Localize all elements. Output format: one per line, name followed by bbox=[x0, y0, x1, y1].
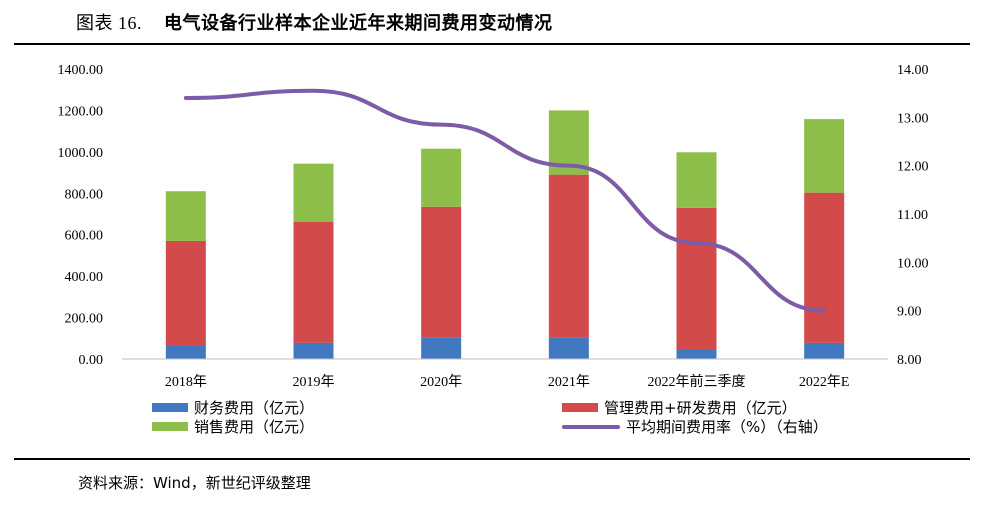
left-tick-label: 0.00 bbox=[79, 353, 104, 368]
bars bbox=[165, 110, 845, 359]
left-tick-label: 400.00 bbox=[65, 270, 104, 285]
bar-sales bbox=[293, 163, 334, 222]
bar-finance bbox=[293, 342, 334, 359]
figure-title: 图表 16. 电气设备行业样本企业近年来期间费用变动情况 bbox=[76, 9, 553, 35]
bar-sales bbox=[421, 148, 462, 207]
bar-mgmt bbox=[421, 206, 462, 338]
right-tick-label: 9.00 bbox=[897, 305, 922, 320]
x-tick-label: 2018年 bbox=[165, 374, 207, 390]
source-note: 资料来源：Wind，新世纪评级整理 bbox=[78, 474, 311, 492]
bar-finance bbox=[165, 345, 206, 359]
right-tick-label: 8.00 bbox=[897, 353, 922, 368]
left-tick-label: 200.00 bbox=[65, 312, 104, 327]
bar-mgmt bbox=[804, 192, 845, 343]
x-tick-label: 2019年 bbox=[293, 374, 335, 390]
figure-number: 图表 16. bbox=[76, 13, 142, 33]
right-tick-label: 10.00 bbox=[897, 256, 929, 271]
x-axis-ticks: 2018年 2019年 2020年 2021年 2022年前三季度 2022年E bbox=[165, 373, 850, 390]
right-tick-label: 14.00 bbox=[897, 63, 929, 78]
bar-mgmt bbox=[165, 240, 206, 346]
right-tick-label: 12.00 bbox=[897, 160, 929, 175]
bar-finance bbox=[421, 337, 462, 359]
right-tick-label: 11.00 bbox=[897, 208, 928, 223]
left-tick-label: 1400.00 bbox=[58, 63, 104, 78]
left-tick-label: 1200.00 bbox=[58, 104, 104, 119]
left-tick-label: 800.00 bbox=[65, 187, 104, 202]
bar-mgmt bbox=[293, 221, 334, 343]
right-tick-label: 13.00 bbox=[897, 111, 929, 126]
bar-mgmt bbox=[676, 207, 717, 350]
bar-finance bbox=[676, 349, 717, 359]
bar-finance bbox=[804, 342, 845, 359]
bottom-rule bbox=[14, 458, 970, 460]
x-tick-label: 2022年前三季度 bbox=[648, 373, 746, 390]
x-tick-label: 2022年E bbox=[799, 374, 850, 390]
figure-title-text: 电气设备行业样本企业近年来期间费用变动情况 bbox=[164, 13, 553, 34]
x-tick-label: 2021年 bbox=[548, 374, 590, 390]
left-axis-ticks: 0.00 200.00 400.00 600.00 800.00 1000.00 1200.… bbox=[58, 63, 104, 368]
bar-sales bbox=[676, 152, 717, 208]
bar-sales bbox=[804, 119, 845, 193]
left-tick-label: 1000.00 bbox=[58, 146, 104, 161]
bar-sales bbox=[165, 191, 206, 241]
rate-line bbox=[183, 88, 827, 313]
top-rule bbox=[14, 43, 970, 45]
bar-finance bbox=[548, 337, 589, 359]
left-tick-label: 600.00 bbox=[65, 229, 104, 244]
bar-mgmt bbox=[548, 174, 589, 338]
x-tick-label: 2020年 bbox=[420, 374, 462, 390]
right-axis-ticks: 8.00 9.00 10.00 11.00 12.00 13.00 14.00 bbox=[897, 63, 929, 368]
